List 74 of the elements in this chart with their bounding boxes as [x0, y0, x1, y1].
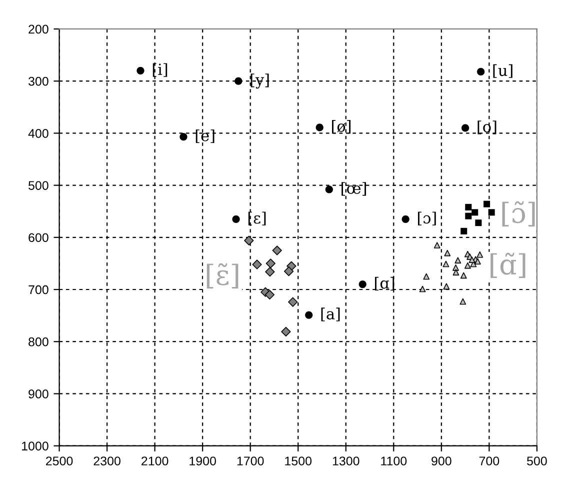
x-tick-label: 1300 [332, 456, 360, 466]
x-tick-label: 2500 [46, 456, 73, 466]
point [325, 186, 333, 194]
x-tick-label: 700 [479, 456, 500, 466]
point [423, 273, 430, 280]
x-tick-label: 2100 [142, 456, 168, 466]
point [358, 280, 366, 288]
point [460, 228, 468, 234]
point [488, 209, 495, 216]
point [460, 298, 466, 305]
x-tick-label: 500 [527, 456, 547, 466]
data-label: [i] [152, 63, 168, 77]
point [305, 311, 313, 319]
point [252, 260, 262, 270]
data-label: [œ] [342, 182, 366, 196]
y-tick-label: 1000 [22, 442, 48, 450]
series-label: [ɔ̃] [502, 201, 535, 226]
y-tick-label: 400 [28, 128, 48, 138]
data-label: [o] [478, 120, 496, 134]
point [468, 256, 476, 263]
point [465, 212, 472, 220]
point [465, 204, 472, 210]
data-label: [ø] [332, 120, 351, 134]
data-label: [ɔ] [418, 212, 436, 226]
x-tick-label: 1700 [237, 456, 264, 466]
point [244, 236, 254, 246]
x-tick-label: 2300 [94, 456, 120, 466]
data-label: [e] [196, 129, 214, 144]
point [461, 124, 470, 132]
point [477, 68, 485, 76]
point [288, 297, 298, 307]
point [272, 246, 282, 256]
point [234, 77, 242, 85]
data-label: [a] [321, 308, 340, 322]
point [281, 326, 291, 337]
y-tick-label: 800 [28, 337, 48, 346]
point [484, 200, 490, 208]
data-label: [u] [493, 64, 512, 78]
point [443, 283, 450, 290]
x-tick-label: 1900 [190, 456, 216, 466]
point [180, 133, 188, 141]
point [442, 260, 450, 268]
data-label: [ɛ] [248, 212, 266, 226]
y-tick-label: 700 [28, 285, 48, 294]
point [284, 266, 294, 276]
point [434, 242, 440, 248]
point [264, 290, 274, 300]
series-label: [ɛ̃] [206, 263, 238, 288]
x-tick-label: 1500 [285, 456, 312, 466]
point [475, 220, 482, 226]
x-tick-label: 900 [432, 456, 452, 466]
point [402, 215, 410, 223]
data-label: [y] [250, 74, 269, 89]
point [265, 266, 275, 277]
point [460, 272, 467, 279]
point [444, 250, 451, 256]
y-tick-label: 900 [28, 390, 48, 398]
point [472, 209, 478, 216]
point [464, 262, 471, 269]
point [266, 258, 276, 268]
y-tick-label: 200 [28, 24, 48, 34]
x-tick-label: 1100 [381, 456, 407, 466]
y-tick-label: 500 [28, 181, 48, 190]
point [419, 286, 426, 292]
y-tick-label: 600 [28, 233, 48, 242]
point [454, 257, 462, 264]
y-tick-label: 300 [28, 76, 48, 86]
point [474, 258, 481, 265]
point [232, 215, 240, 223]
point [316, 124, 324, 132]
point [452, 269, 460, 276]
series-label: [ɑ̃] [490, 252, 526, 278]
point [136, 66, 144, 74]
point [476, 251, 484, 258]
